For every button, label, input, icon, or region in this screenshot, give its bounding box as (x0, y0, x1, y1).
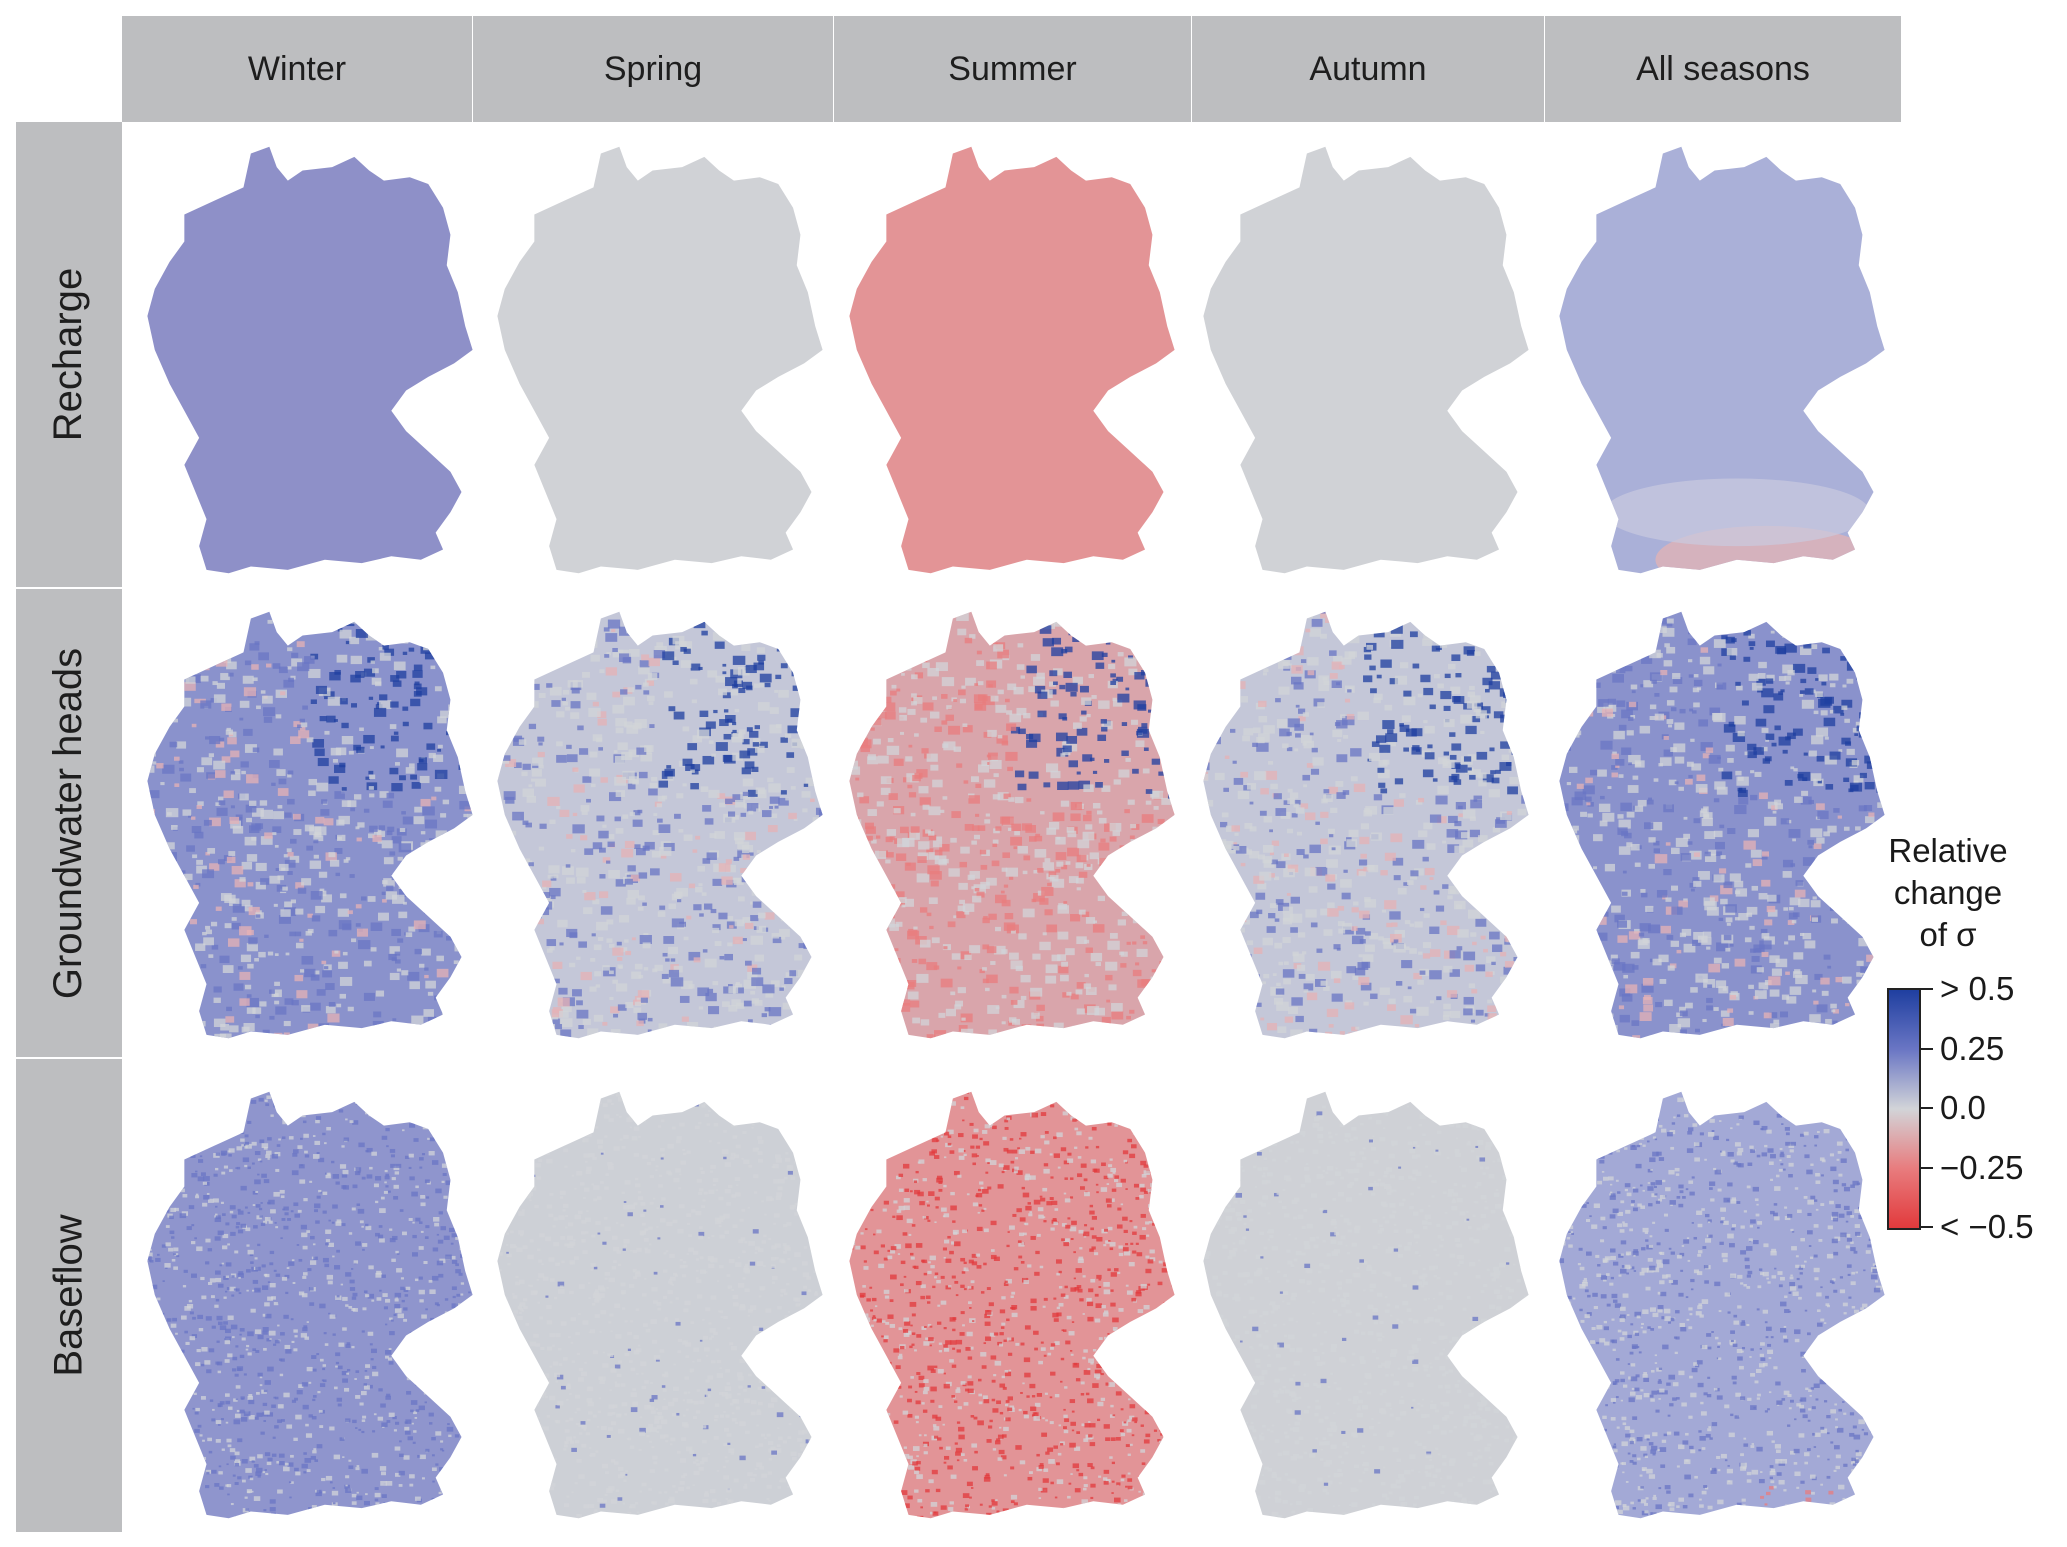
legend-title-line: of σ (1919, 916, 1977, 953)
legend-tick (1919, 1167, 1933, 1169)
row-header-label: Recharge (46, 267, 91, 442)
legend-title-line: change (1893, 874, 2003, 911)
map-panel (1196, 140, 1536, 580)
map-panel (842, 605, 1182, 1045)
row-header-recharge: Recharge (16, 122, 122, 587)
map-panel (490, 605, 830, 1045)
map-panel (1196, 605, 1536, 1045)
legend-tick (1919, 988, 1933, 990)
column-header-winter: Winter (122, 16, 472, 122)
map-panel (140, 1085, 480, 1525)
column-header-label: Spring (603, 49, 703, 88)
column-header-autumn: Autumn (1192, 16, 1544, 122)
germany-map-shape (1203, 146, 1529, 574)
legend-tick-label: 0.25 (1940, 1030, 2005, 1067)
map-panel (1552, 1085, 1892, 1525)
legend-title-line: Relative (1888, 832, 2008, 869)
map-panel (490, 140, 830, 580)
legend-tick-label: −0.25 (1940, 1149, 2024, 1186)
germany-map-shape (849, 146, 1175, 574)
legend-tick-label: 0.0 (1940, 1089, 1986, 1126)
germany-map-shape (497, 146, 823, 574)
map-panel (1552, 140, 1892, 580)
row-header-label: Groundwater heads (46, 647, 91, 999)
column-header-label: Autumn (1309, 49, 1427, 88)
column-header-all-seasons: All seasons (1545, 16, 1901, 122)
column-header-label: Winter (247, 49, 347, 88)
map-panel (140, 140, 480, 580)
map-panel (1196, 1085, 1536, 1525)
legend-tick (1919, 1107, 1933, 1109)
germany-map-shape (1203, 1091, 1529, 1519)
map-panel (140, 605, 480, 1045)
column-header-label: All seasons (1636, 49, 1810, 88)
column-header-label: Summer (948, 49, 1077, 88)
germany-map-shape (1559, 146, 1885, 574)
row-header-baseflow: Baseflow (16, 1059, 122, 1532)
map-panel (842, 140, 1182, 580)
legend-tick-label: > 0.5 (1940, 970, 2015, 1007)
map-panel (1552, 605, 1892, 1045)
map-panel (842, 1085, 1182, 1525)
legend-tick-label: < −0.5 (1940, 1208, 2034, 1245)
column-header-summer: Summer (834, 16, 1191, 122)
column-header-spring: Spring (473, 16, 833, 122)
legend-tick (1919, 1048, 1933, 1050)
legend-tick (1919, 1226, 1933, 1228)
row-header-label: Baseflow (46, 1214, 91, 1377)
germany-map-shape (147, 146, 473, 574)
legend-title: Relative change of σ (1868, 830, 2028, 956)
legend-color-bar (1887, 988, 1921, 1230)
row-header-groundwater-heads: Groundwater heads (16, 589, 122, 1057)
map-panel (490, 1085, 830, 1525)
